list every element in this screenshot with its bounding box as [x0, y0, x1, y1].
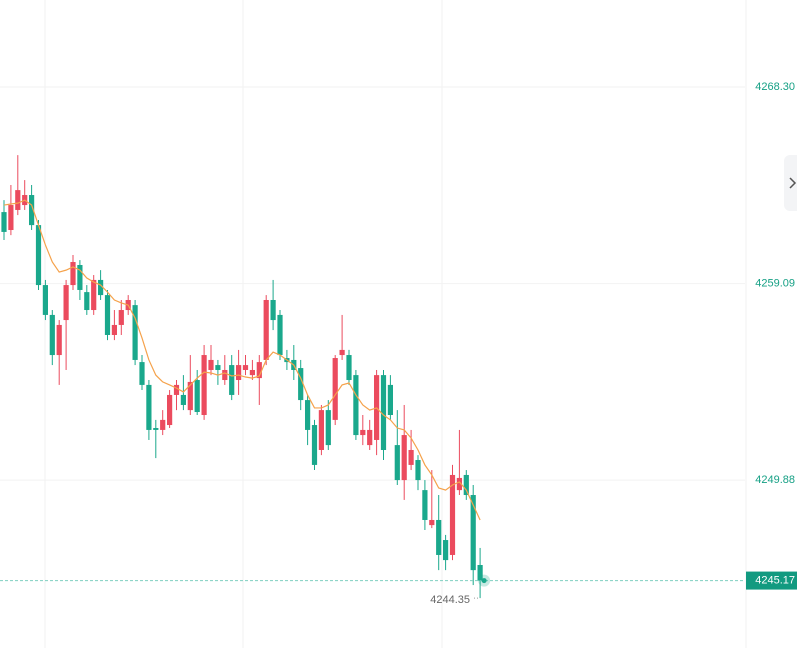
last-price-dot — [481, 578, 487, 584]
candle-body — [153, 428, 159, 430]
candle-body — [477, 564, 483, 581]
candle-body — [298, 368, 304, 401]
candle-body — [180, 394, 186, 405]
candle-body — [229, 365, 235, 395]
candle-body — [42, 285, 48, 315]
candle-body — [77, 265, 83, 290]
candle-body — [111, 324, 117, 335]
candle-body — [167, 394, 173, 426]
candle-body — [194, 380, 200, 413]
y-tick-label: 4249.88 — [755, 474, 795, 486]
expand-button[interactable] — [784, 155, 797, 211]
candle-body — [339, 349, 345, 356]
candle-body — [98, 279, 104, 296]
candle-body — [270, 299, 276, 321]
candle-body — [1, 212, 7, 232]
candle-body — [187, 381, 193, 411]
candle-body — [91, 279, 97, 311]
candle-body — [139, 362, 145, 385]
candle-body — [360, 429, 366, 436]
candle-body — [429, 519, 435, 526]
candle-body — [415, 460, 421, 481]
candle-body — [249, 369, 255, 376]
candle-body — [132, 305, 138, 360]
candle-body — [387, 384, 393, 416]
candle-body — [56, 324, 62, 356]
low-label: 4244.35 — [430, 594, 470, 606]
candle-body — [436, 519, 442, 555]
candle-body — [456, 477, 462, 491]
candle-body — [49, 314, 55, 356]
chevron-icon[interactable] — [789, 177, 797, 189]
candle-body — [70, 262, 76, 286]
ma-line — [3, 199, 481, 521]
candle-body — [367, 429, 373, 446]
candle-body — [208, 359, 214, 370]
candle-body — [242, 365, 249, 370]
candle-body — [408, 449, 414, 465]
candle-body — [325, 410, 331, 446]
y-tick-label: 4268.30 — [755, 81, 795, 93]
expand-button-bg[interactable] — [784, 155, 797, 211]
candle-body — [118, 310, 124, 325]
candle-body — [443, 540, 449, 561]
candle-body — [236, 365, 242, 381]
candle-body — [15, 190, 21, 210]
candle-body — [380, 375, 387, 450]
candle-body — [215, 365, 221, 370]
candle-body — [222, 369, 228, 381]
candle-body — [84, 292, 90, 311]
candle-body — [146, 384, 152, 430]
candle-body — [277, 314, 283, 356]
candle-body — [29, 195, 35, 226]
candle-body — [332, 358, 338, 420]
candle-body — [35, 225, 42, 286]
candle-body — [263, 299, 269, 360]
candle-body — [470, 495, 476, 571]
candle-body — [401, 435, 407, 481]
candle-body — [449, 474, 456, 555]
candle-body — [311, 425, 318, 465]
candle-body — [394, 445, 400, 481]
candle-body — [318, 410, 324, 450]
candle-body — [305, 400, 311, 430]
candle-body — [160, 419, 166, 430]
candle-body — [173, 384, 180, 395]
last-price-tag — [746, 571, 797, 590]
candle-body — [256, 362, 262, 379]
y-tick-label: 4259.09 — [755, 277, 795, 289]
candle-body — [201, 355, 207, 416]
candle-body — [346, 355, 352, 381]
candle-body — [422, 490, 428, 520]
candle-body — [104, 295, 111, 335]
last-price-label: 4245.17 — [755, 574, 795, 586]
candle-body — [353, 375, 359, 436]
candle-body — [63, 285, 69, 321]
candle-body — [463, 474, 469, 496]
candle-body — [8, 205, 14, 231]
